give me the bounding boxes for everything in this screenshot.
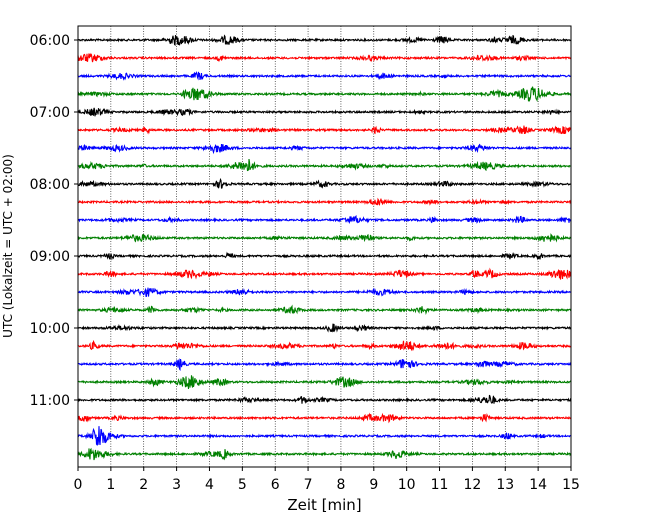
y-tick-label: 07:00: [30, 105, 70, 121]
trace-0645: [77, 86, 572, 103]
trace-0615: [77, 52, 572, 63]
x-tick-label: 5: [238, 477, 247, 493]
x-axis-ticks: 0 1 2 3 4 5 6 7 8 9 10 11 12 13 14 15: [74, 467, 580, 493]
x-tick-label: 15: [562, 477, 580, 493]
seismic-traces: [77, 34, 572, 461]
trace-1045: [77, 375, 572, 389]
y-axis-ticks: 06:00 07:00 08:00 09:00 10:00 11:00: [30, 33, 78, 409]
x-tick-label: 9: [369, 477, 378, 493]
x-tick-label: 0: [74, 477, 83, 493]
x-tick-label: 14: [529, 477, 547, 493]
trace-0915: [77, 267, 572, 280]
trace-1030: [77, 358, 572, 371]
plot-frame: [77, 25, 572, 468]
x-tick-label: 6: [271, 477, 280, 493]
trace-0730: [77, 143, 572, 155]
x-tick-label: 8: [336, 477, 345, 493]
trace-0815: [77, 197, 572, 206]
trace-0930: [77, 287, 572, 297]
trace-1100: [77, 394, 572, 404]
y-tick-label: 08:00: [30, 177, 70, 193]
trace-0700: [77, 107, 572, 117]
trace-0900: [77, 251, 572, 261]
trace-0945: [77, 304, 572, 315]
trace-1000: [77, 323, 572, 333]
trace-1130: [77, 426, 572, 447]
y-tick-label: 10:00: [30, 321, 70, 337]
x-axis-label: Zeit [min]: [287, 496, 361, 514]
trace-0830: [77, 214, 572, 225]
x-tick-label: 4: [205, 477, 214, 493]
x-tick-label: 11: [431, 477, 449, 493]
trace-0745: [77, 158, 572, 172]
y-tick-label: 11:00: [30, 393, 70, 409]
x-tick-label: 12: [463, 477, 481, 493]
x-tick-label: 2: [139, 477, 148, 493]
trace-0845: [77, 233, 572, 243]
trace-1015: [77, 339, 572, 352]
grid-lines: [110, 26, 539, 467]
x-tick-label: 13: [496, 477, 514, 493]
y-axis-label: UTC (Lokalzeit = UTC + 02:00): [1, 154, 15, 338]
x-tick-label: 3: [172, 477, 181, 493]
trace-0800: [77, 177, 572, 189]
x-tick-label: 1: [106, 477, 115, 493]
trace-0630: [77, 71, 572, 81]
x-tick-label: 10: [398, 477, 416, 493]
x-tick-label: 7: [304, 477, 313, 493]
trace-0600: [77, 34, 572, 47]
y-tick-label: 06:00: [30, 33, 70, 49]
trace-1115: [77, 412, 572, 424]
y-tick-label: 09:00: [30, 249, 70, 265]
trace-0715: [77, 125, 572, 135]
trace-1145: [77, 447, 572, 461]
